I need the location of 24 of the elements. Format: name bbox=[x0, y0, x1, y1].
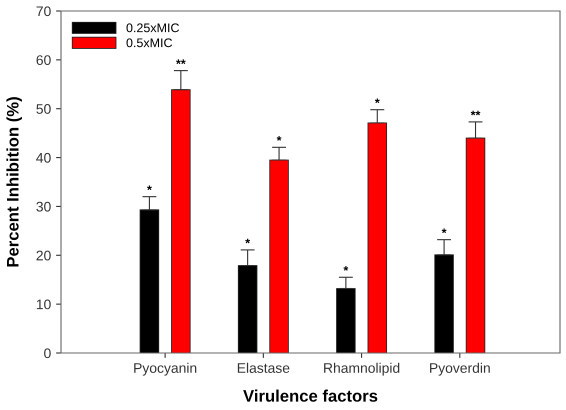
annotation: * bbox=[442, 228, 447, 234]
annotation: * bbox=[245, 238, 250, 244]
annotation: ** bbox=[470, 110, 480, 116]
y-tick-label: 10 bbox=[36, 299, 51, 310]
annotation: * bbox=[276, 136, 282, 141]
y-tick-label: 40 bbox=[36, 152, 51, 163]
y-tick-label: 30 bbox=[36, 202, 51, 212]
annotation: * bbox=[374, 98, 380, 104]
x-tick-label: Elastase bbox=[238, 362, 290, 373]
x-tick-label: Rhamnolipid bbox=[324, 362, 400, 376]
x-tick-label: Pyoverdin bbox=[430, 362, 490, 376]
y-tick-label: 50 bbox=[36, 104, 51, 114]
annotation: ** bbox=[176, 59, 186, 64]
x-tick-label: Pyocyanin bbox=[134, 362, 196, 376]
legend-label: 0.5xMIC bbox=[126, 38, 172, 48]
y-tick-label: 70 bbox=[36, 6, 51, 16]
y-tick-label: 60 bbox=[36, 55, 51, 66]
x-axis-title: Virulence factors bbox=[243, 390, 378, 402]
y-axis-title: Percent Inhibition (%) bbox=[6, 97, 22, 267]
y-tick-label: 20 bbox=[36, 250, 51, 260]
y-tick-label: 0 bbox=[44, 348, 51, 358]
annotation: * bbox=[147, 185, 152, 190]
legend-label: 0.25xMIC bbox=[126, 23, 180, 32]
annotation: * bbox=[343, 266, 348, 271]
